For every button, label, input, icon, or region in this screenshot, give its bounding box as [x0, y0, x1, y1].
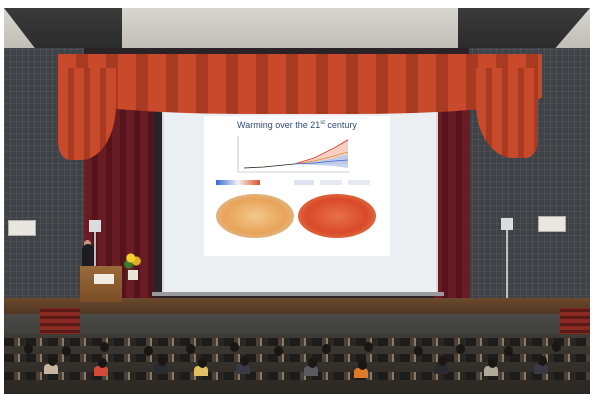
curtain-valance [58, 54, 542, 114]
speaker-left [89, 220, 101, 232]
plot-mid-line [293, 151, 349, 165]
audience-head [274, 346, 283, 356]
slide-title-text: Warming over the 21 [237, 120, 321, 130]
colorbar-far-right [348, 180, 370, 185]
audience-person [154, 364, 168, 374]
lecture-hall-photo: Warming over the 21st century [4, 8, 590, 394]
seat-row [4, 354, 590, 362]
audience-head [48, 356, 57, 366]
audience-head [552, 342, 561, 352]
colorbar-left [216, 180, 260, 185]
slide: Warming over the 21st century [204, 116, 390, 256]
audience-head [364, 342, 373, 352]
audience-person [44, 364, 58, 374]
flower-pot [128, 270, 138, 280]
audience-head [414, 346, 423, 356]
podium-icon [80, 266, 122, 302]
audience-head [24, 344, 33, 354]
speaker-right [501, 218, 513, 230]
audience-head [488, 358, 497, 368]
audience-head [98, 358, 107, 368]
audience-person [354, 368, 368, 378]
podium-sign [94, 274, 114, 284]
audience-person [194, 366, 208, 376]
audience-head [308, 358, 317, 368]
colorbar-row [216, 180, 380, 190]
plot-range-band-low [294, 154, 348, 168]
audience-head [144, 346, 153, 356]
speaker-stand-right [506, 230, 508, 300]
projection-screen: Warming over the 21st century [162, 102, 438, 296]
seat-row [4, 372, 590, 380]
audience-person [236, 364, 250, 374]
screen-base [152, 292, 444, 296]
audience-head [158, 356, 167, 366]
colorbar-mid [294, 180, 314, 185]
audience-person [534, 364, 548, 374]
plot-low-line [293, 159, 349, 165]
audience-person [484, 366, 498, 376]
flower-arrangement-icon [122, 250, 144, 270]
wall-sign-left [8, 220, 36, 236]
audience-head [456, 344, 465, 354]
slide-title-superscript: st [320, 120, 325, 126]
audience-head [186, 344, 195, 354]
audience-head [230, 342, 239, 352]
slide-title: Warming over the 21st century [204, 120, 390, 130]
stage-floor [4, 298, 590, 318]
audience-person [304, 366, 318, 376]
audience [4, 334, 590, 394]
audience-head [538, 356, 547, 366]
audience-head [240, 356, 249, 366]
seat-row [4, 338, 590, 346]
colorbar-right [320, 180, 342, 185]
world-map-low-scenario [216, 194, 294, 238]
plot-high-line [293, 139, 349, 165]
audience-person [434, 364, 448, 374]
audience-head [358, 360, 367, 370]
warming-projection-plot [237, 136, 350, 173]
audience-person [94, 366, 108, 376]
audience-head [322, 344, 331, 354]
audience-head [438, 356, 447, 366]
speaker-stand-left [94, 230, 96, 300]
slide-title-suffix: century [324, 120, 357, 130]
side-curtain-right [434, 88, 470, 303]
plot-historical-line [243, 163, 295, 169]
wall-sign-right [538, 216, 566, 232]
world-map-high-scenario [298, 194, 376, 238]
audience-head [62, 346, 71, 356]
audience-head [198, 358, 207, 368]
audience-head [504, 346, 513, 356]
audience-head [100, 342, 109, 352]
